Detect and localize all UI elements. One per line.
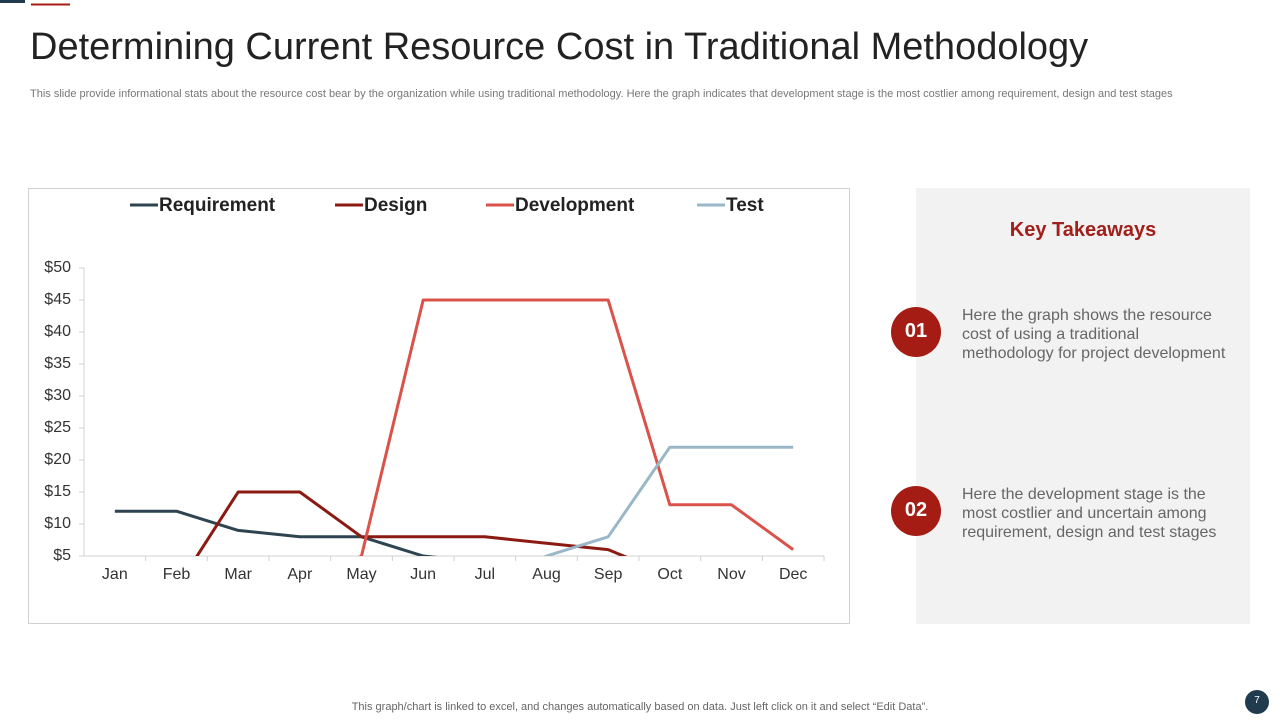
y-tick-label: $25	[44, 419, 71, 436]
chart: $5 $10 $15 $20 $25 $30 $35 $40 $45 $50 Jan Feb Mar Ap…	[44, 195, 825, 583]
x-tick-label: Mar	[224, 566, 252, 583]
series-line	[195, 490, 628, 556]
badge	[891, 307, 941, 357]
page-number: 7	[1254, 695, 1260, 706]
takeaway-text: Here the graph shows the resource cost o…	[962, 307, 1226, 362]
subtitle: This slide provide informational stats a…	[30, 88, 1173, 100]
legend-label: Requirement	[159, 195, 276, 216]
y-tick-label: $30	[44, 387, 71, 404]
series-line	[358, 298, 795, 556]
badge-number: 01	[904, 320, 928, 342]
x-tick-label: Jul	[475, 566, 495, 583]
badge	[891, 486, 941, 536]
legend-label: Test	[726, 195, 764, 216]
series-line	[114, 509, 438, 556]
y-tick-label: $5	[53, 547, 71, 564]
badge-number: 02	[904, 499, 928, 521]
y-tick-label: $45	[44, 291, 71, 308]
title: Determining Current Resource Cost in Tra…	[30, 26, 1089, 68]
x-tick-label: Aug	[532, 566, 560, 583]
x-tick-label: Sep	[594, 566, 623, 583]
legend-label: Development	[515, 195, 635, 216]
chart-frame	[28, 188, 850, 624]
footer: This graph/chart is linked to excel, and…	[351, 701, 929, 713]
legend-label: Design	[364, 195, 427, 216]
x-tick-label: Nov	[717, 566, 745, 583]
plot-area	[114, 298, 795, 556]
x-tick-label: Feb	[163, 566, 191, 583]
y-tick-label: $10	[44, 515, 71, 532]
x-tick-label: Oct	[657, 566, 682, 583]
x-tick-label: Jun	[410, 566, 436, 583]
x-tick-label: Jan	[102, 566, 128, 583]
y-tick-label: $15	[44, 483, 71, 500]
y-tick-label: $20	[44, 451, 71, 468]
y-tick-label: $50	[44, 259, 71, 276]
y-tick-label: $40	[44, 323, 71, 340]
takeaway-panel	[916, 188, 1250, 624]
takeaway-title: Key Takeaways	[1009, 219, 1157, 241]
y-tick-label: $35	[44, 355, 71, 372]
x-tick-label: May	[346, 566, 376, 583]
x-tick-label: Dec	[779, 566, 807, 583]
series-line	[543, 445, 794, 556]
x-tick-label: Apr	[287, 566, 313, 583]
takeaway-text: Here the development stage is the most c…	[962, 486, 1217, 541]
page-badge	[1245, 690, 1269, 714]
